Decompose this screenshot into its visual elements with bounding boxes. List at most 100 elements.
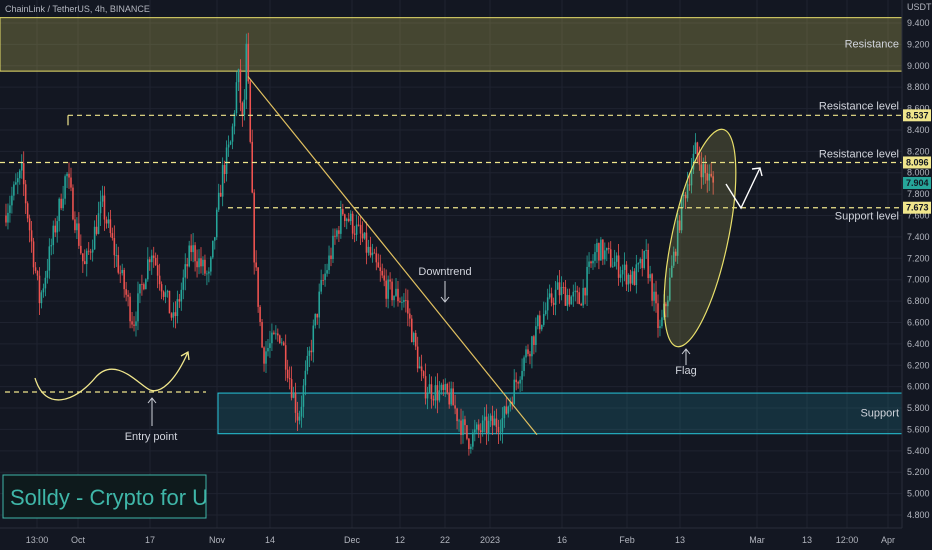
candle-body — [651, 274, 653, 301]
candle-body — [91, 249, 94, 253]
candle-body — [405, 300, 407, 301]
candle-body — [578, 292, 580, 304]
support-zone[interactable] — [217, 392, 903, 435]
price-tick: 6.000 — [907, 382, 930, 392]
price-tick: 5.400 — [907, 446, 930, 456]
candle-body — [412, 333, 415, 343]
candle-body — [107, 219, 110, 224]
candle-body — [320, 280, 322, 292]
candle-body — [590, 261, 592, 264]
candle-body — [162, 291, 165, 297]
candle-body — [247, 43, 250, 82]
candle-body — [245, 43, 248, 100]
downtrend-line[interactable] — [247, 76, 538, 436]
candle-body — [414, 333, 417, 347]
candle-body — [5, 215, 7, 223]
candle-body — [265, 351, 267, 364]
candle-body — [661, 317, 663, 327]
candle-body — [477, 424, 480, 431]
time-tick: 2023 — [480, 535, 500, 545]
candle-body — [440, 384, 443, 391]
resistance-level-label-lower: Resistance level — [819, 148, 899, 160]
candle-body — [129, 296, 131, 322]
candle-body — [133, 324, 135, 326]
candle-body — [365, 232, 368, 253]
candle-body — [215, 209, 218, 238]
candle-body — [420, 366, 423, 372]
candle-body — [671, 265, 673, 278]
candle-body — [221, 164, 224, 197]
candle-body — [172, 312, 175, 318]
price-badge-text: 7.904 — [906, 178, 929, 188]
price-tick: 7.400 — [907, 232, 930, 242]
candle-body — [334, 235, 336, 237]
time-tick: 12:00 — [836, 535, 859, 545]
candle-body — [182, 277, 185, 290]
candle-body — [672, 251, 675, 266]
time-axis-panel[interactable] — [0, 528, 932, 550]
candle-body — [602, 239, 604, 260]
price-tick: 5.200 — [907, 467, 930, 477]
candle-body — [647, 249, 649, 279]
candle-body — [72, 187, 74, 220]
candle-body — [505, 406, 508, 414]
candle-body — [479, 430, 482, 433]
candle-body — [462, 419, 464, 436]
candle-body — [529, 353, 531, 357]
flag-label: Flag — [675, 365, 696, 377]
candle-body — [38, 275, 41, 304]
price-tick: 8.200 — [907, 146, 930, 156]
candle-body — [379, 267, 382, 271]
candle-body — [568, 295, 571, 305]
price-tick: 6.200 — [907, 360, 930, 370]
candle-body — [180, 289, 183, 302]
candle-body — [712, 176, 714, 183]
entry-wave-curve — [34, 351, 189, 401]
candle-body — [708, 173, 711, 181]
candle-body — [342, 208, 344, 215]
candle-body — [141, 284, 143, 285]
candle-body — [330, 255, 332, 259]
candle-body — [223, 164, 226, 175]
candle-body — [48, 246, 51, 271]
candle-body — [525, 349, 527, 358]
candle-body — [200, 258, 202, 267]
candle-body — [363, 232, 366, 239]
flag-ellipse[interactable] — [650, 124, 751, 353]
candle-body — [324, 273, 326, 281]
price-tick: 5.600 — [907, 424, 930, 434]
candle-body — [438, 390, 441, 401]
candle-body — [539, 315, 541, 330]
candle-body — [243, 99, 246, 116]
candle-body — [328, 255, 330, 271]
candle-body — [188, 245, 190, 267]
price-axis-panel[interactable] — [902, 0, 932, 528]
candle-body — [267, 347, 269, 352]
candle-body — [387, 279, 389, 299]
candle-body — [204, 259, 206, 274]
candle-body — [349, 213, 352, 222]
price-tick: 7.600 — [907, 211, 930, 221]
candle-body — [639, 259, 642, 264]
candle-body — [70, 177, 72, 188]
candle-body — [206, 273, 208, 275]
candle-body — [554, 289, 557, 305]
candle-body — [347, 218, 350, 222]
candle-body — [580, 303, 582, 306]
candle-body — [503, 406, 506, 419]
candle-body — [261, 321, 263, 348]
candle-body — [60, 198, 62, 209]
candle-body — [609, 249, 612, 267]
price-tick: 8.000 — [907, 168, 930, 178]
candle-body — [491, 415, 494, 426]
candle-body — [655, 291, 657, 304]
candle-body — [101, 195, 104, 202]
projection-arrow — [725, 167, 761, 210]
candle-body — [560, 286, 563, 296]
candle-body — [135, 321, 137, 326]
resistance-zone[interactable] — [0, 17, 903, 72]
candle-body — [156, 265, 159, 276]
candle-body — [54, 225, 57, 233]
candle-body — [619, 274, 622, 278]
